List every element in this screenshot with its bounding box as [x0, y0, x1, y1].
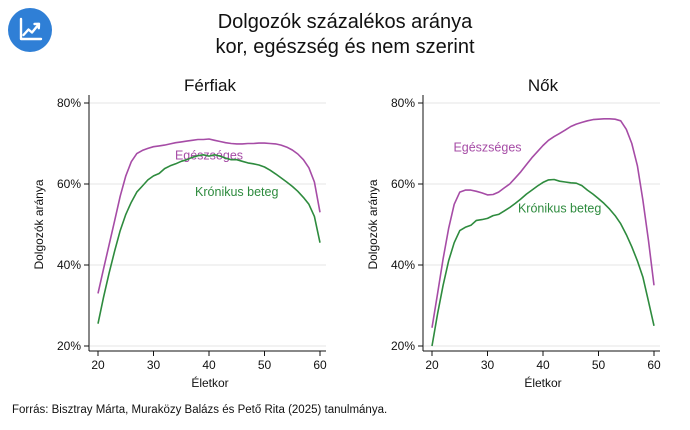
series-label: Krónikus beteg	[195, 185, 278, 199]
title-line-1: Dolgozók százalékos aránya	[217, 11, 473, 33]
panel-title: Nők	[528, 76, 559, 95]
logo	[8, 8, 52, 52]
series-label: Krónikus beteg	[518, 201, 601, 215]
x-axis-label: Életkor	[191, 375, 228, 390]
y-axis-label: Dolgozók aránya	[32, 179, 46, 269]
y-tick-label: 40%	[57, 258, 81, 272]
x-tick-label: 40	[202, 358, 216, 372]
series-line-chronic	[431, 178, 655, 347]
chart-panel-1: 20% 40% 60% 80% 20 30 40 50 60 Férfiak Életkor Dolg…	[32, 76, 327, 390]
series-label: Egészséges	[453, 141, 521, 155]
x-tick-label: 60	[313, 358, 327, 372]
source-note: Forrás: Bisztray Márta, Muraközy Balázs …	[12, 404, 388, 416]
y-tick-label: 40%	[391, 258, 415, 272]
y-tick-label: 80%	[57, 96, 81, 110]
x-tick-label: 20	[91, 358, 105, 372]
y-tick-label: 20%	[391, 339, 415, 353]
x-axis-label: Életkor	[524, 375, 561, 390]
y-tick-label: 80%	[391, 96, 415, 110]
trend-chart-icon	[19, 17, 43, 41]
title-line-2: kor, egészség és nem szerint	[215, 36, 475, 58]
y-tick-label: 60%	[57, 177, 81, 191]
chart-panel-2: 20% 40% 60% 80% 20 30 40 50 60 Nők Életkor Dolgozók…	[366, 76, 661, 390]
series-line-chronic	[97, 154, 321, 324]
x-tick-label: 20	[425, 358, 439, 372]
panel-title: Férfiak	[184, 76, 236, 95]
x-tick-label: 40	[536, 358, 550, 372]
x-tick-label: 50	[258, 358, 272, 372]
x-tick-label: 30	[481, 358, 495, 372]
series-line-healthy	[431, 118, 655, 328]
x-tick-label: 60	[647, 358, 661, 372]
page-title: Dolgozók százalékos aránya kor, egészség…	[150, 10, 540, 60]
charts-canvas: 20% 40% 60% 80% 20 30 40 50 60 Férfiak Életkor Dolg…	[32, 76, 661, 390]
x-tick-label: 30	[147, 358, 161, 372]
y-tick-label: 20%	[57, 339, 81, 353]
series-line-healthy	[97, 138, 321, 294]
y-tick-label: 60%	[391, 177, 415, 191]
x-tick-label: 50	[592, 358, 606, 372]
y-axis-label: Dolgozók aránya	[366, 179, 380, 269]
